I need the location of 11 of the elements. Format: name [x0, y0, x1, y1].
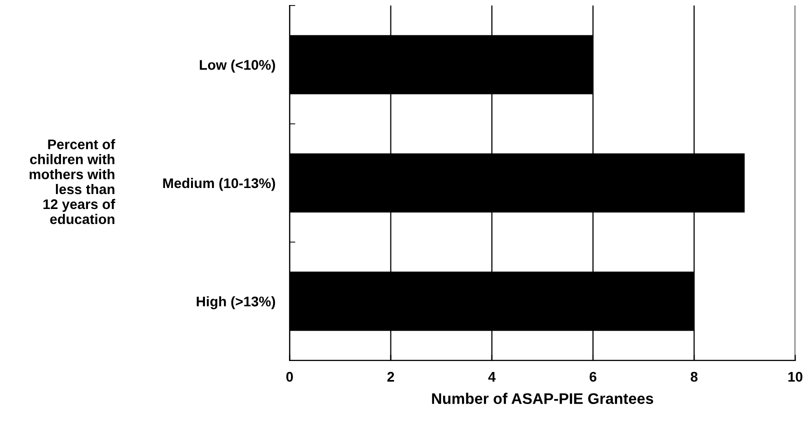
y-tick-label: Low (<10%) — [200, 60, 276, 73]
x-tick-label: 6 — [590, 372, 596, 382]
y-tick-label: High (>13%) — [196, 296, 276, 310]
y-tick-label: Medium (10-13%) — [163, 178, 276, 191]
x-tick-label: 2 — [387, 372, 394, 382]
y-axis-title: Percent of children with mothers with less than 12 years of education — [30, 139, 116, 224]
x-tick-label: 8 — [690, 372, 698, 382]
x-axis-title: Number of ASAP-PIE Grantees — [432, 392, 654, 404]
x-tick-label: 10 — [788, 372, 802, 382]
x-tick-label: 4 — [488, 372, 496, 382]
x-tick-label: 0 — [286, 372, 293, 382]
